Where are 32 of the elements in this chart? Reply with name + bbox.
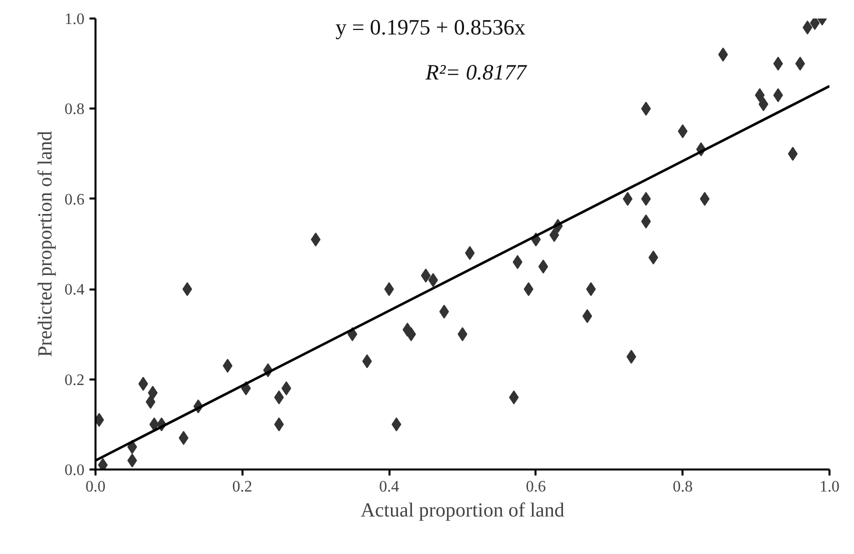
point xyxy=(310,232,321,246)
y-tick-label: 0.8 xyxy=(64,101,84,118)
x-tick-label: 1.0 xyxy=(820,478,840,496)
x-tick-label: 0.6 xyxy=(526,478,546,496)
point xyxy=(549,228,560,242)
point xyxy=(788,146,798,161)
y-tick-label: 1.0 xyxy=(64,11,84,28)
y-tick-label: 0.2 xyxy=(64,372,84,389)
point xyxy=(148,386,158,400)
x-tick-label: 0.2 xyxy=(232,478,252,496)
y-tick-label: 0.6 xyxy=(64,191,84,208)
point xyxy=(127,453,138,468)
point xyxy=(182,282,192,296)
point xyxy=(538,260,548,274)
annotation: R²= 0.8177 xyxy=(424,60,528,84)
point xyxy=(626,350,636,364)
x-tick-label: 0.0 xyxy=(86,478,106,496)
point xyxy=(582,309,592,324)
x-axis-title: Actual proportion of land xyxy=(360,500,564,522)
point xyxy=(810,18,820,30)
annotation: y = 0.1975 + 0.8536x xyxy=(336,14,526,40)
point xyxy=(754,88,765,102)
x-tick-label: 0.8 xyxy=(672,478,693,496)
point xyxy=(98,458,108,470)
y-axis-title: Predicted proportion of land xyxy=(34,130,56,358)
point xyxy=(138,376,148,391)
y-tick-label: 0.0 xyxy=(64,462,84,479)
point xyxy=(678,124,688,138)
x-tick-label: 0.4 xyxy=(379,478,400,496)
point xyxy=(700,192,710,206)
y-tick-label: 0.4 xyxy=(64,282,84,299)
point xyxy=(420,268,431,283)
